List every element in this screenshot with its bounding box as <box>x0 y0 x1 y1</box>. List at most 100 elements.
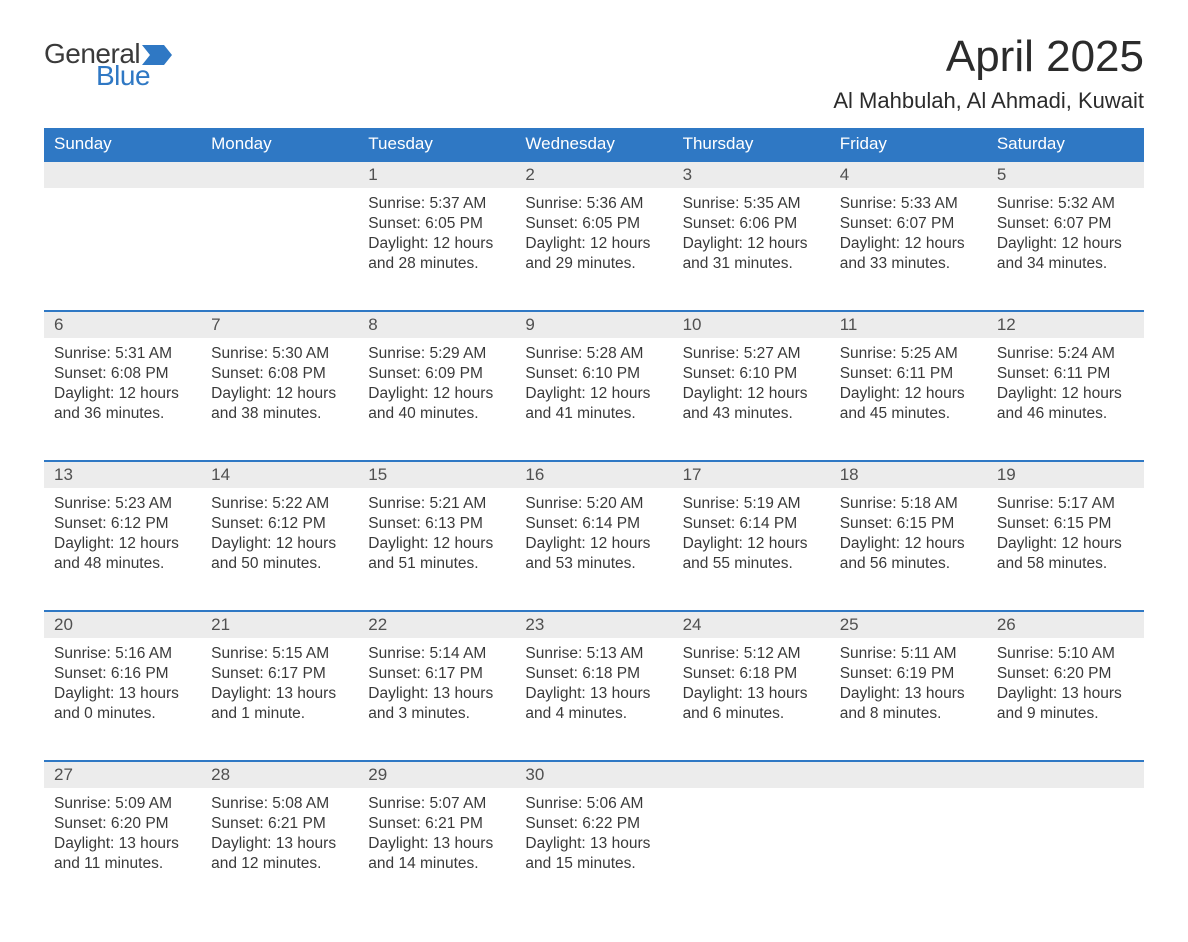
page-header: General Blue April 2025 Al Mahbulah, Al … <box>44 32 1144 114</box>
sunrise-text: Sunrise: 5:28 AM <box>525 344 662 364</box>
day-body: Sunrise: 5:32 AMSunset: 6:07 PMDaylight:… <box>987 188 1144 293</box>
sunrise-text: Sunrise: 5:25 AM <box>840 344 977 364</box>
daylight-text: Daylight: 12 hours <box>840 534 977 554</box>
daylight-text: and 29 minutes. <box>525 254 662 274</box>
daylight-text: and 28 minutes. <box>368 254 505 274</box>
sunset-text: Sunset: 6:13 PM <box>368 514 505 534</box>
daylight-text: Daylight: 13 hours <box>997 684 1134 704</box>
sunrise-text: Sunrise: 5:35 AM <box>683 194 820 214</box>
day-number <box>987 762 1144 788</box>
daylight-text: Daylight: 13 hours <box>368 684 505 704</box>
day-number: 30 <box>515 762 672 788</box>
daylight-text: and 3 minutes. <box>368 704 505 724</box>
daylight-text: Daylight: 12 hours <box>683 384 820 404</box>
day-body <box>987 788 1144 812</box>
day-body: Sunrise: 5:11 AMSunset: 6:19 PMDaylight:… <box>830 638 987 743</box>
day-of-week-cell: Wednesday <box>515 128 672 160</box>
daylight-text: and 40 minutes. <box>368 404 505 424</box>
sunrise-text: Sunrise: 5:16 AM <box>54 644 191 664</box>
day-cell <box>673 762 830 910</box>
day-body: Sunrise: 5:30 AMSunset: 6:08 PMDaylight:… <box>201 338 358 443</box>
day-number: 17 <box>673 462 830 488</box>
daylight-text: Daylight: 12 hours <box>997 384 1134 404</box>
day-cell: 7Sunrise: 5:30 AMSunset: 6:08 PMDaylight… <box>201 312 358 460</box>
sunrise-text: Sunrise: 5:24 AM <box>997 344 1134 364</box>
sunrise-text: Sunrise: 5:18 AM <box>840 494 977 514</box>
daylight-text: Daylight: 12 hours <box>525 234 662 254</box>
daylight-text: Daylight: 12 hours <box>997 534 1134 554</box>
daylight-text: Daylight: 12 hours <box>368 534 505 554</box>
daylight-text: and 58 minutes. <box>997 554 1134 574</box>
day-body: Sunrise: 5:23 AMSunset: 6:12 PMDaylight:… <box>44 488 201 593</box>
day-number: 4 <box>830 162 987 188</box>
day-cell: 23Sunrise: 5:13 AMSunset: 6:18 PMDayligh… <box>515 612 672 760</box>
daylight-text: and 0 minutes. <box>54 704 191 724</box>
day-number: 8 <box>358 312 515 338</box>
daylight-text: and 12 minutes. <box>211 854 348 874</box>
daylight-text: Daylight: 12 hours <box>525 534 662 554</box>
daylight-text: and 48 minutes. <box>54 554 191 574</box>
sunset-text: Sunset: 6:10 PM <box>683 364 820 384</box>
daylight-text: and 8 minutes. <box>840 704 977 724</box>
day-cell <box>830 762 987 910</box>
daylight-text: Daylight: 13 hours <box>211 684 348 704</box>
day-body: Sunrise: 5:19 AMSunset: 6:14 PMDaylight:… <box>673 488 830 593</box>
day-body: Sunrise: 5:27 AMSunset: 6:10 PMDaylight:… <box>673 338 830 443</box>
day-body: Sunrise: 5:21 AMSunset: 6:13 PMDaylight:… <box>358 488 515 593</box>
day-body: Sunrise: 5:35 AMSunset: 6:06 PMDaylight:… <box>673 188 830 293</box>
daylight-text: and 6 minutes. <box>683 704 820 724</box>
day-body: Sunrise: 5:25 AMSunset: 6:11 PMDaylight:… <box>830 338 987 443</box>
day-cell: 2Sunrise: 5:36 AMSunset: 6:05 PMDaylight… <box>515 162 672 310</box>
day-of-week-cell: Thursday <box>673 128 830 160</box>
week-row: 1Sunrise: 5:37 AMSunset: 6:05 PMDaylight… <box>44 160 1144 310</box>
day-body: Sunrise: 5:24 AMSunset: 6:11 PMDaylight:… <box>987 338 1144 443</box>
sunset-text: Sunset: 6:07 PM <box>997 214 1134 234</box>
sunrise-text: Sunrise: 5:14 AM <box>368 644 505 664</box>
day-number <box>830 762 987 788</box>
daylight-text: Daylight: 13 hours <box>54 684 191 704</box>
title-block: April 2025 Al Mahbulah, Al Ahmadi, Kuwai… <box>833 32 1144 114</box>
sunset-text: Sunset: 6:08 PM <box>211 364 348 384</box>
daylight-text: Daylight: 13 hours <box>368 834 505 854</box>
sunrise-text: Sunrise: 5:31 AM <box>54 344 191 364</box>
sunrise-text: Sunrise: 5:13 AM <box>525 644 662 664</box>
sunset-text: Sunset: 6:05 PM <box>525 214 662 234</box>
sunrise-text: Sunrise: 5:06 AM <box>525 794 662 814</box>
sunset-text: Sunset: 6:15 PM <box>840 514 977 534</box>
daylight-text: Daylight: 13 hours <box>54 834 191 854</box>
sunset-text: Sunset: 6:21 PM <box>211 814 348 834</box>
day-number: 22 <box>358 612 515 638</box>
daylight-text: and 53 minutes. <box>525 554 662 574</box>
daylight-text: Daylight: 12 hours <box>525 384 662 404</box>
sunset-text: Sunset: 6:05 PM <box>368 214 505 234</box>
sunset-text: Sunset: 6:08 PM <box>54 364 191 384</box>
day-of-week-cell: Friday <box>830 128 987 160</box>
day-number: 26 <box>987 612 1144 638</box>
daylight-text: and 43 minutes. <box>683 404 820 424</box>
sunrise-text: Sunrise: 5:17 AM <box>997 494 1134 514</box>
sunset-text: Sunset: 6:22 PM <box>525 814 662 834</box>
day-body: Sunrise: 5:14 AMSunset: 6:17 PMDaylight:… <box>358 638 515 743</box>
sunrise-text: Sunrise: 5:15 AM <box>211 644 348 664</box>
week-row: 20Sunrise: 5:16 AMSunset: 6:16 PMDayligh… <box>44 610 1144 760</box>
daylight-text: and 38 minutes. <box>211 404 348 424</box>
day-body: Sunrise: 5:13 AMSunset: 6:18 PMDaylight:… <box>515 638 672 743</box>
day-body: Sunrise: 5:33 AMSunset: 6:07 PMDaylight:… <box>830 188 987 293</box>
daylight-text: Daylight: 12 hours <box>54 534 191 554</box>
day-body: Sunrise: 5:22 AMSunset: 6:12 PMDaylight:… <box>201 488 358 593</box>
day-number: 7 <box>201 312 358 338</box>
sunset-text: Sunset: 6:09 PM <box>368 364 505 384</box>
day-body: Sunrise: 5:36 AMSunset: 6:05 PMDaylight:… <box>515 188 672 293</box>
day-number: 18 <box>830 462 987 488</box>
day-cell <box>201 162 358 310</box>
day-cell: 8Sunrise: 5:29 AMSunset: 6:09 PMDaylight… <box>358 312 515 460</box>
sunrise-text: Sunrise: 5:22 AM <box>211 494 348 514</box>
month-title: April 2025 <box>833 32 1144 82</box>
daylight-text: Daylight: 12 hours <box>840 384 977 404</box>
sunrise-text: Sunrise: 5:37 AM <box>368 194 505 214</box>
sunset-text: Sunset: 6:17 PM <box>211 664 348 684</box>
daylight-text: Daylight: 12 hours <box>368 234 505 254</box>
daylight-text: Daylight: 12 hours <box>997 234 1134 254</box>
daylight-text: and 1 minute. <box>211 704 348 724</box>
calendar: SundayMondayTuesdayWednesdayThursdayFrid… <box>44 128 1144 910</box>
